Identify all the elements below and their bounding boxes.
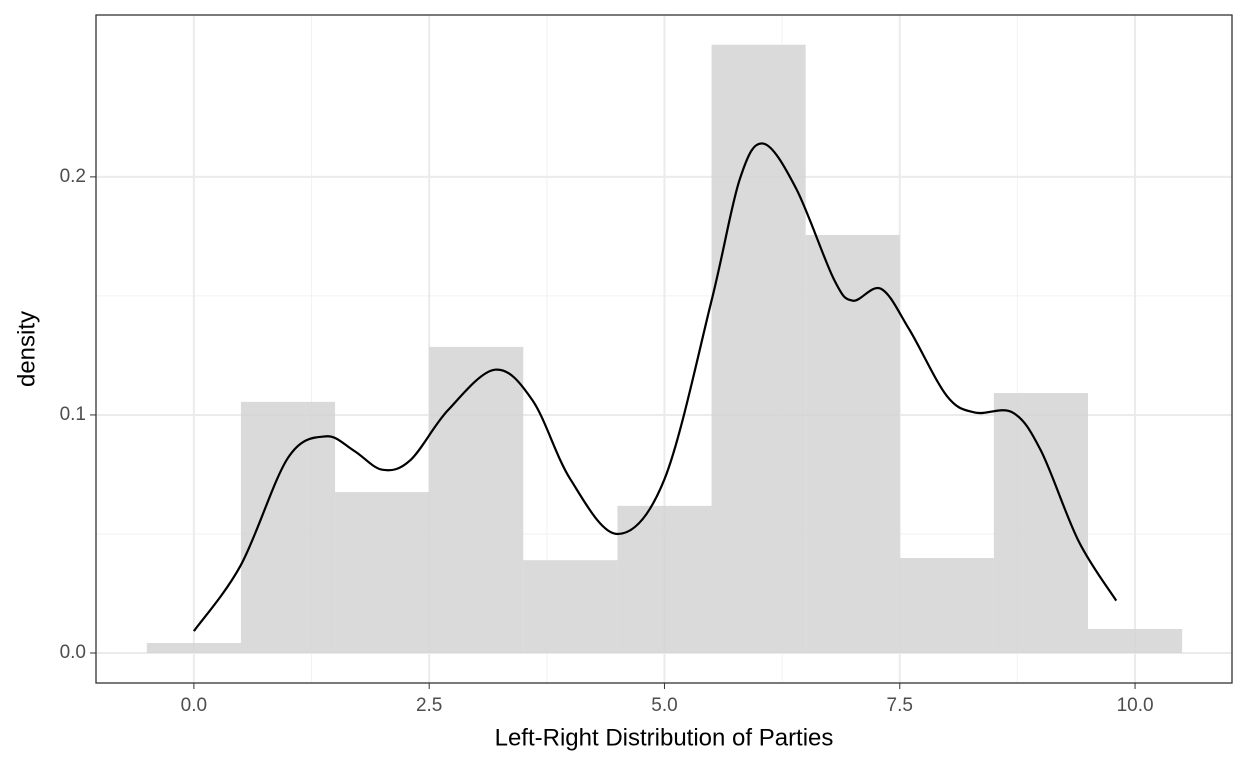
x-tick-label: 7.5 xyxy=(887,695,913,716)
bar xyxy=(335,492,430,654)
bar xyxy=(993,393,1088,654)
bar xyxy=(429,346,524,654)
y-tick-label: 0.0 xyxy=(60,642,86,663)
y-axis-label: density xyxy=(13,311,40,387)
y-tick-label: 0.1 xyxy=(60,404,86,425)
bar xyxy=(805,234,900,654)
x-tick-label: 5.0 xyxy=(651,695,677,716)
x-axis-label: Left-Right Distribution of Parties xyxy=(495,724,834,751)
bar xyxy=(899,558,994,654)
bar xyxy=(240,401,336,654)
bar xyxy=(146,643,241,654)
bar xyxy=(711,44,806,654)
bar xyxy=(1088,628,1183,654)
density-line xyxy=(192,142,1118,632)
bar xyxy=(523,560,618,654)
x-tick-label: 0.0 xyxy=(181,695,207,716)
x-tick-label: 2.5 xyxy=(416,695,442,716)
bar xyxy=(617,505,712,654)
x-tick-label: 10.0 xyxy=(1117,695,1154,716)
y-tick-label: 0.2 xyxy=(60,166,86,187)
panel-border xyxy=(95,14,1233,684)
